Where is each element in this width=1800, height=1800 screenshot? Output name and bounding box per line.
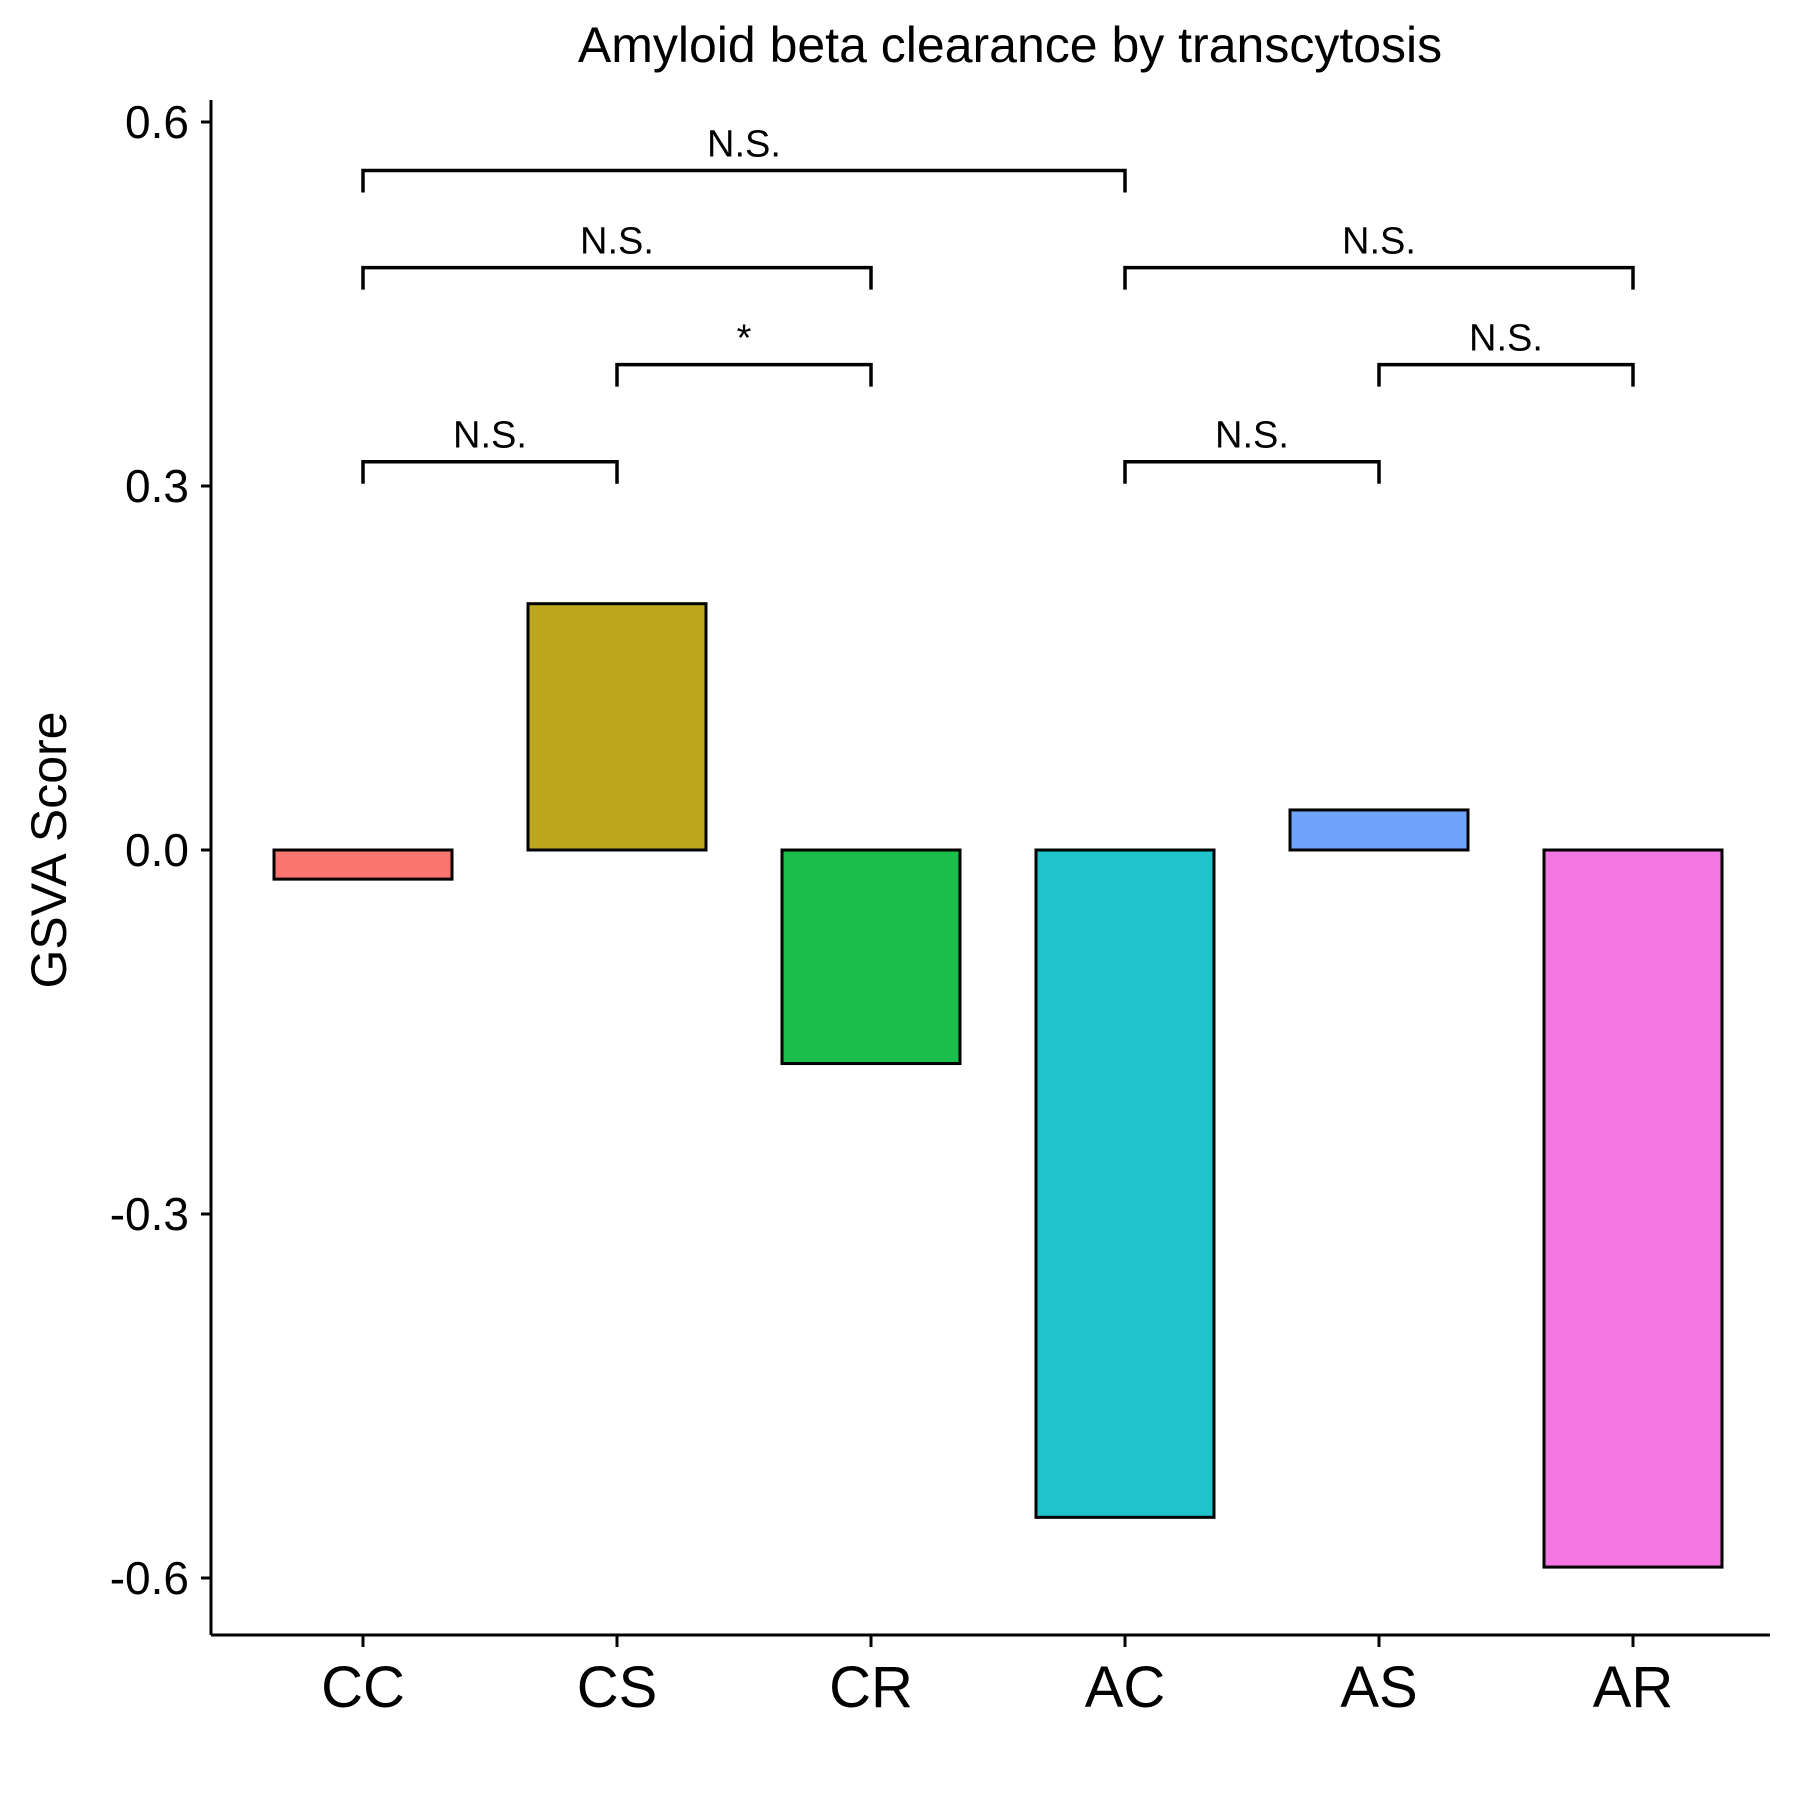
- y-tick-label: 0.0: [125, 824, 189, 876]
- bar-ar: [1542, 848, 1724, 1569]
- x-tick-label-ac: AC: [1085, 1655, 1166, 1720]
- chart-title: Amyloid beta clearance by transcytosis: [578, 17, 1442, 73]
- significance-bracket: [361, 459, 619, 484]
- x-tick-label-cc: CC: [321, 1655, 405, 1720]
- significance-bracket: [1123, 459, 1381, 484]
- significance-label: N.S.: [580, 221, 654, 263]
- x-tick-label-ar: AR: [1593, 1655, 1674, 1720]
- significance-label: N.S.: [1342, 221, 1416, 263]
- x-tick-label-as: AS: [1340, 1655, 1417, 1720]
- significance-brackets-layer: N.S. * N.S. N.S. N.S. N.S. N.S.: [361, 124, 1635, 484]
- significance-label: N.S.: [1469, 318, 1543, 360]
- bar-cc: [272, 848, 454, 881]
- significance-label: N.S.: [1215, 415, 1289, 457]
- x-axis: CC CS CR AC AS AR: [211, 1633, 1770, 1720]
- significance-label: N.S.: [453, 415, 527, 457]
- bar-cs: [526, 602, 708, 852]
- y-tick-label: -0.3: [110, 1188, 189, 1240]
- y-tick-label: -0.6: [110, 1552, 189, 1604]
- y-axis-label: GSVA Score: [21, 712, 77, 989]
- x-tick-label-cs: CS: [577, 1655, 658, 1720]
- bar-as: [1288, 808, 1470, 852]
- bars-layer: [272, 602, 1724, 1569]
- bar-cr: [780, 848, 962, 1066]
- y-tick-label: 0.3: [125, 460, 189, 512]
- significance-bracket: [361, 265, 873, 290]
- x-tick-label-cr: CR: [829, 1655, 913, 1720]
- significance-bracket: [1377, 362, 1635, 387]
- significance-label: N.S.: [707, 124, 781, 166]
- significance-bracket: [361, 168, 1127, 193]
- bar-ac: [1034, 848, 1216, 1519]
- y-tick-label: 0.6: [125, 96, 189, 148]
- significance-bracket: [615, 362, 873, 387]
- y-axis: 0.6 0.3 0.0 -0.3 -0.6: [110, 96, 213, 1635]
- significance-label: *: [737, 318, 752, 360]
- significance-bracket: [1123, 265, 1635, 290]
